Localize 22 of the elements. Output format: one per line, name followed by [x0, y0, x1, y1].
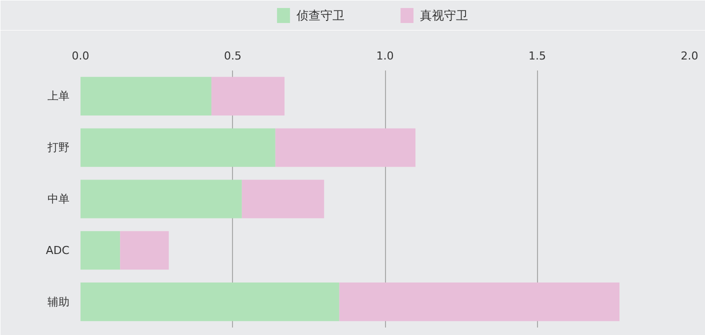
y-tick-label: ADC — [46, 244, 70, 257]
legend-label: 真视守卫 — [420, 8, 468, 22]
bar — [80, 231, 120, 270]
x-tick-label: 0.0 — [72, 50, 90, 62]
x-tick-label: 1.0 — [376, 50, 394, 62]
x-tick-label: 1.5 — [528, 50, 546, 62]
x-tick-label: 0.5 — [224, 50, 242, 62]
bar — [80, 128, 276, 167]
bar — [275, 128, 416, 167]
bar — [120, 231, 169, 270]
bar — [339, 282, 620, 322]
y-tick-label: 上单 — [48, 90, 70, 103]
bar — [80, 180, 242, 218]
y-tick-label: 中单 — [48, 192, 70, 206]
y-tick-label: 打野 — [46, 141, 70, 154]
bar — [242, 180, 324, 218]
bar — [80, 76, 212, 116]
bar — [80, 282, 340, 322]
x-tick-label: 2.0 — [680, 50, 698, 62]
bar — [211, 76, 285, 116]
legend-label: 侦查守卫 — [295, 8, 344, 22]
y-tick-label: 辅助 — [48, 295, 70, 308]
